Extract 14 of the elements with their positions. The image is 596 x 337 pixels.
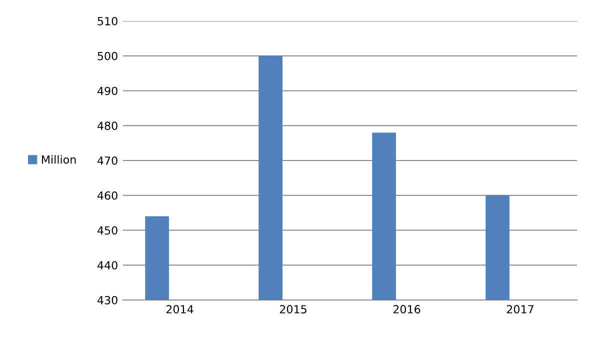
x-tick-label: 2017: [506, 305, 534, 314]
y-tick-label: 430: [97, 296, 118, 304]
y-tick-label: 500: [98, 52, 118, 60]
x-tick-label: 2015: [280, 305, 306, 314]
y-tick-label: 460: [97, 191, 118, 200]
y-tick-label: 450: [97, 226, 118, 235]
legend-label: Million: [42, 155, 76, 164]
x-tick-label: 2014: [166, 305, 194, 314]
y-tick-label: 510: [98, 16, 118, 26]
y-tick-label: 480: [97, 122, 118, 130]
x-tick-label: 2016: [393, 305, 420, 314]
y-tick-label: 490: [97, 86, 118, 96]
y-tick-label: 470: [97, 156, 118, 165]
y-tick-label: 440: [97, 261, 118, 270]
